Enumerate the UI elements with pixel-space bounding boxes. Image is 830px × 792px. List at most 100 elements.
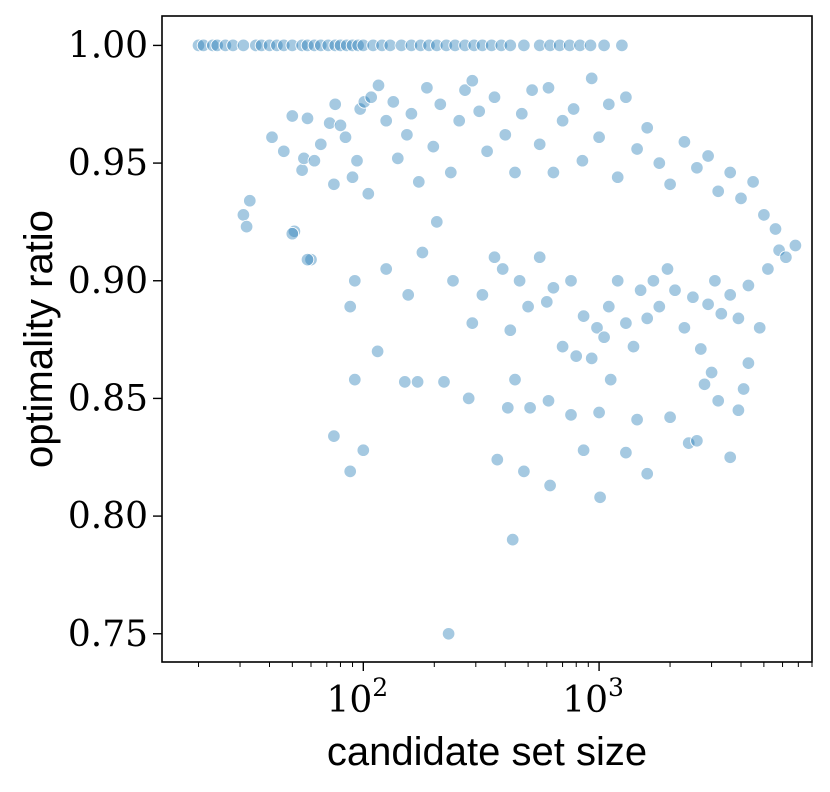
- data-point: [508, 372, 522, 387]
- data-point: [270, 38, 284, 53]
- data-point: [779, 250, 793, 264]
- data-point: [422, 38, 436, 53]
- data-point: [576, 309, 591, 323]
- data-point: [569, 349, 583, 363]
- data-point: [420, 81, 434, 95]
- data-point: [379, 113, 393, 128]
- data-point: [480, 144, 494, 159]
- data-point: [338, 130, 353, 144]
- data-point: [351, 38, 365, 53]
- data-point: [415, 245, 430, 260]
- data-point: [597, 38, 611, 53]
- data-point: [646, 274, 661, 288]
- data-point: [345, 38, 360, 53]
- data-point: [285, 109, 300, 123]
- data-point: [314, 137, 328, 152]
- data-point: [487, 250, 502, 264]
- data-point: [573, 38, 587, 53]
- data-point: [697, 377, 712, 392]
- data-point: [512, 274, 527, 288]
- data-point: [437, 375, 451, 389]
- data-point: [597, 330, 611, 344]
- data-point: [708, 274, 722, 288]
- data-point: [546, 165, 561, 180]
- data-point: [711, 184, 725, 199]
- data-point: [297, 151, 311, 166]
- data-point: [686, 290, 700, 304]
- data-point: [508, 165, 522, 180]
- y-ticks: 1.00 0.95 0.90 0.85 0.80 0.75: [68, 25, 162, 655]
- data-point: [448, 38, 462, 53]
- data-point: [383, 38, 397, 53]
- data-point: [356, 443, 371, 457]
- data-point: [663, 177, 677, 192]
- data-point: [541, 394, 556, 408]
- data-point: [788, 238, 803, 253]
- data-point: [196, 38, 211, 53]
- data-point: [339, 38, 354, 53]
- data-point: [322, 116, 337, 130]
- data-point: [370, 344, 385, 359]
- data-point: [501, 401, 515, 415]
- data-point: [741, 278, 756, 293]
- data-point: [350, 153, 364, 168]
- data-point: [630, 412, 644, 427]
- data-point: [410, 375, 425, 389]
- data-point: [430, 38, 444, 53]
- data-point: [430, 215, 444, 229]
- data-point: [254, 38, 269, 53]
- data-point: [400, 128, 414, 142]
- data-point: [615, 38, 629, 53]
- data-point: [191, 38, 206, 53]
- data-point: [412, 175, 426, 189]
- data-point: [603, 372, 618, 387]
- data-point: [610, 170, 625, 184]
- data-point: [677, 135, 692, 149]
- data-point: [576, 443, 591, 457]
- data-point: [681, 436, 696, 450]
- data-point: [555, 113, 570, 128]
- data-point: [543, 38, 557, 53]
- data-point: [348, 274, 362, 288]
- data-point: [640, 311, 654, 326]
- data-point: [619, 90, 633, 104]
- data-point: [314, 38, 328, 53]
- data-point: [328, 97, 342, 112]
- data-point: [583, 38, 598, 53]
- y-tick-label: 0.80: [68, 496, 148, 537]
- y-tick-label: 0.95: [68, 143, 148, 184]
- data-point: [262, 38, 277, 53]
- data-point: [723, 288, 737, 302]
- data-point: [517, 464, 531, 479]
- data-point: [602, 97, 616, 112]
- data-point: [677, 321, 692, 335]
- data-point: [731, 311, 746, 326]
- x-tick-label: 102: [326, 673, 388, 721]
- data-point: [546, 281, 561, 295]
- data-point: [490, 452, 505, 467]
- data-point: [357, 95, 372, 109]
- data-point: [593, 490, 607, 505]
- data-point: [444, 165, 458, 180]
- data-point: [619, 316, 633, 330]
- y-tick-label: 1.00: [68, 25, 148, 66]
- data-point: [343, 299, 357, 314]
- data-point: [236, 38, 251, 53]
- data-point: [640, 121, 654, 135]
- data-point: [562, 38, 577, 53]
- data-point: [348, 372, 362, 387]
- data-point: [345, 170, 360, 184]
- data-point: [564, 274, 578, 288]
- data-point: [285, 38, 300, 53]
- data-point: [741, 356, 756, 370]
- data-point: [218, 38, 233, 53]
- data-point: [327, 177, 341, 192]
- data-point: [714, 306, 729, 321]
- data-point: [239, 219, 254, 234]
- data-point: [458, 83, 472, 97]
- data-point: [619, 445, 633, 460]
- data-point: [734, 191, 748, 206]
- data-point: [541, 81, 556, 95]
- data-point: [327, 429, 341, 443]
